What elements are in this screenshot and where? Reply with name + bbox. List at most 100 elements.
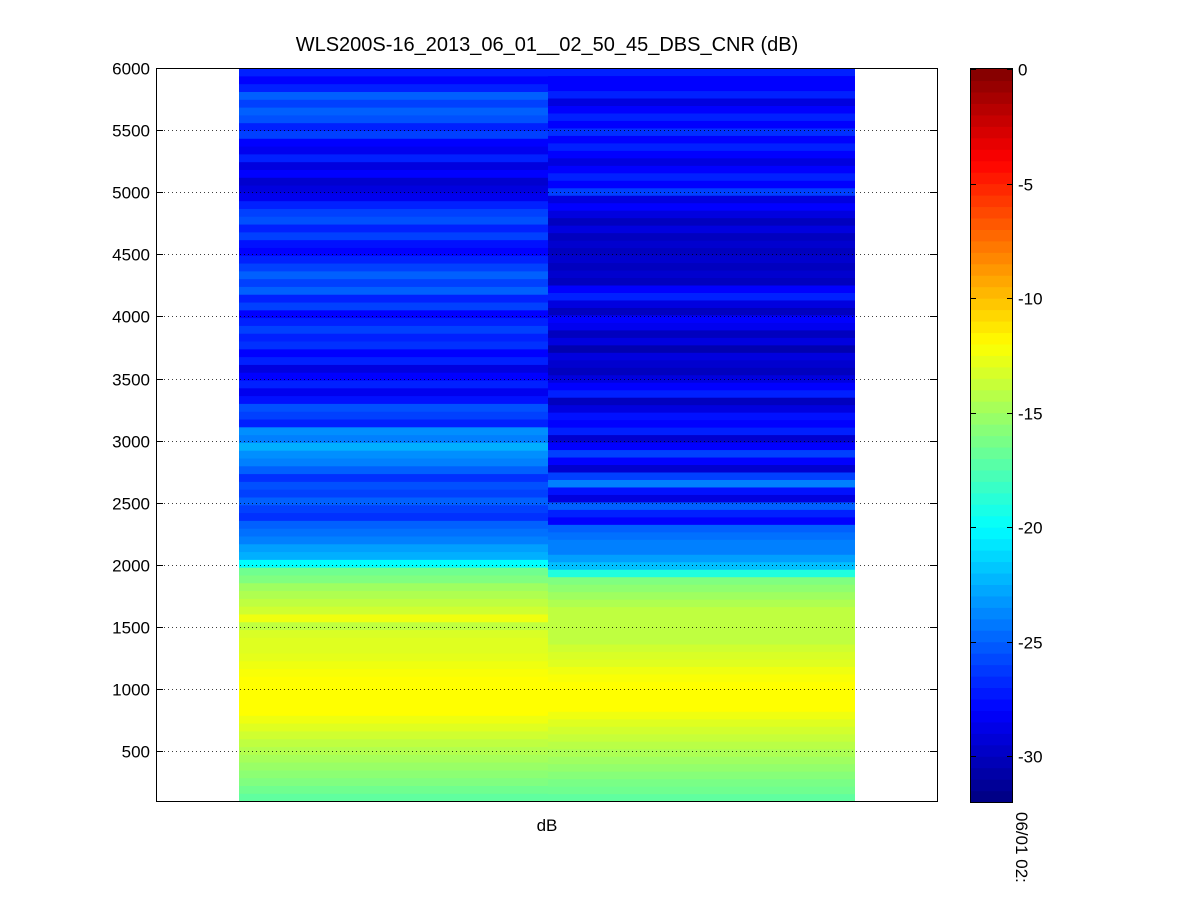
- heatmap-cell: [239, 153, 548, 163]
- heatmap-cell: [548, 210, 855, 219]
- heatmap-cell: [548, 165, 855, 174]
- heatmap-cell: [548, 254, 855, 264]
- heatmap-cell: [239, 762, 548, 771]
- heatmap-cell: [239, 746, 548, 755]
- heatmap-cell: [548, 344, 855, 353]
- heatmap-cell: [239, 223, 548, 233]
- colorbar-swatch: [971, 641, 1012, 654]
- heatmap-cell: [239, 520, 548, 529]
- colorbar-border: [970, 68, 1013, 803]
- heatmap-cell: [548, 554, 855, 563]
- heatmap-cell: [239, 629, 548, 638]
- heatmap-cell: [548, 142, 855, 151]
- heatmap-cell: [548, 718, 855, 727]
- heatmap-cell: [548, 404, 855, 413]
- heatmap-cell: [548, 591, 855, 600]
- heatmap-cell: [548, 561, 855, 570]
- colorbar-swatch: [971, 355, 1012, 368]
- heatmap-cell: [548, 247, 855, 256]
- heatmap-cell: [548, 389, 855, 398]
- heatmap-cell: [239, 535, 548, 545]
- heatmap-cell: [239, 707, 548, 716]
- colorbar-swatch: [971, 572, 1012, 585]
- heatmap-cell: [239, 192, 548, 202]
- colorbar-swatch: [971, 389, 1012, 402]
- heatmap-cell: [239, 613, 548, 623]
- heatmap-cell: [239, 715, 548, 724]
- heatmap-cell: [548, 711, 855, 720]
- heatmap-cell: [548, 150, 855, 159]
- heatmap-cell: [548, 232, 855, 241]
- heatmap-cell: [548, 546, 855, 555]
- heatmap-cell: [548, 367, 855, 376]
- colorbar-swatch: [971, 550, 1012, 563]
- heatmap-cell: [548, 157, 855, 166]
- heatmap-cell: [239, 208, 548, 217]
- y-tick-label: 1000: [112, 681, 150, 700]
- colorbar-swatch: [971, 607, 1012, 620]
- heatmap-cell: [548, 621, 855, 630]
- colorbar-swatch: [971, 767, 1012, 780]
- heatmap-cell: [548, 628, 855, 638]
- heatmap-cell: [548, 471, 855, 480]
- heatmap-cell: [548, 643, 855, 653]
- colorbar-swatch: [971, 366, 1012, 379]
- colorbar-swatch: [971, 103, 1012, 116]
- heatmap-cell: [548, 636, 855, 645]
- heatmap-cell: [548, 741, 855, 750]
- colorbar-tick-label: 0: [1018, 61, 1027, 80]
- heatmap-cell: [239, 216, 548, 225]
- heatmap-cell: [548, 793, 855, 802]
- heatmap-cell: [548, 337, 855, 346]
- heatmap-cell: [239, 551, 548, 560]
- heatmap-cell: [239, 512, 548, 521]
- colorbar-swatch: [971, 618, 1012, 631]
- heatmap-cell: [239, 582, 548, 592]
- heatmap-cell: [548, 584, 855, 593]
- heatmap-cell: [548, 127, 855, 136]
- heatmap-cell: [548, 359, 855, 368]
- heatmap-cell: [239, 676, 548, 685]
- colorbar-swatch: [971, 298, 1012, 311]
- heatmap-cell: [548, 599, 855, 608]
- y-tick-label: 500: [122, 743, 150, 762]
- heatmap-cell: [239, 255, 548, 264]
- heatmap-cell: [239, 504, 548, 514]
- heatmap-cell: [548, 771, 855, 780]
- heatmap-cell: [548, 464, 855, 473]
- colorbar-swatch: [971, 664, 1012, 677]
- heatmap-cell: [239, 403, 548, 412]
- heatmap-cell: [548, 68, 855, 77]
- heatmap-cell: [548, 374, 855, 383]
- heatmap-cell: [548, 322, 855, 331]
- heatmap-cell: [548, 262, 855, 271]
- heatmap-cell: [239, 496, 548, 506]
- colorbar-swatch: [971, 469, 1012, 482]
- heatmap-cell: [239, 130, 548, 139]
- heatmap-cell: [548, 569, 855, 578]
- colorbar-swatch: [971, 401, 1012, 414]
- colorbar-swatch: [971, 160, 1012, 173]
- heatmap-cell: [548, 299, 855, 308]
- heatmap-cell: [239, 730, 548, 740]
- y-tick-label: 2500: [112, 495, 150, 514]
- heatmap-cell: [239, 645, 548, 654]
- heatmap-cell: [548, 412, 855, 421]
- heatmap-cell: [239, 325, 548, 334]
- colorbar-swatch: [971, 183, 1012, 196]
- heatmap-cell: [548, 786, 855, 795]
- heatmap-cell: [548, 763, 855, 772]
- heatmap-cell: [239, 161, 548, 170]
- heatmap-cell: [239, 106, 548, 116]
- colorbar-swatch: [971, 217, 1012, 230]
- colorbar-tick-label: -5: [1018, 176, 1033, 195]
- heatmap-cell: [239, 426, 548, 436]
- heatmap-cell: [239, 754, 548, 763]
- y-axis: 500 1000 1500 2000 2500 3000 3500 4000 4500 5000 5…: [112, 60, 937, 762]
- heatmap-cell: [548, 202, 855, 211]
- heatmap-cell: [548, 180, 855, 189]
- colorbar-swatch: [971, 194, 1012, 208]
- heatmap-cell: [548, 673, 855, 682]
- colorbar-tick-label: -10: [1018, 290, 1043, 309]
